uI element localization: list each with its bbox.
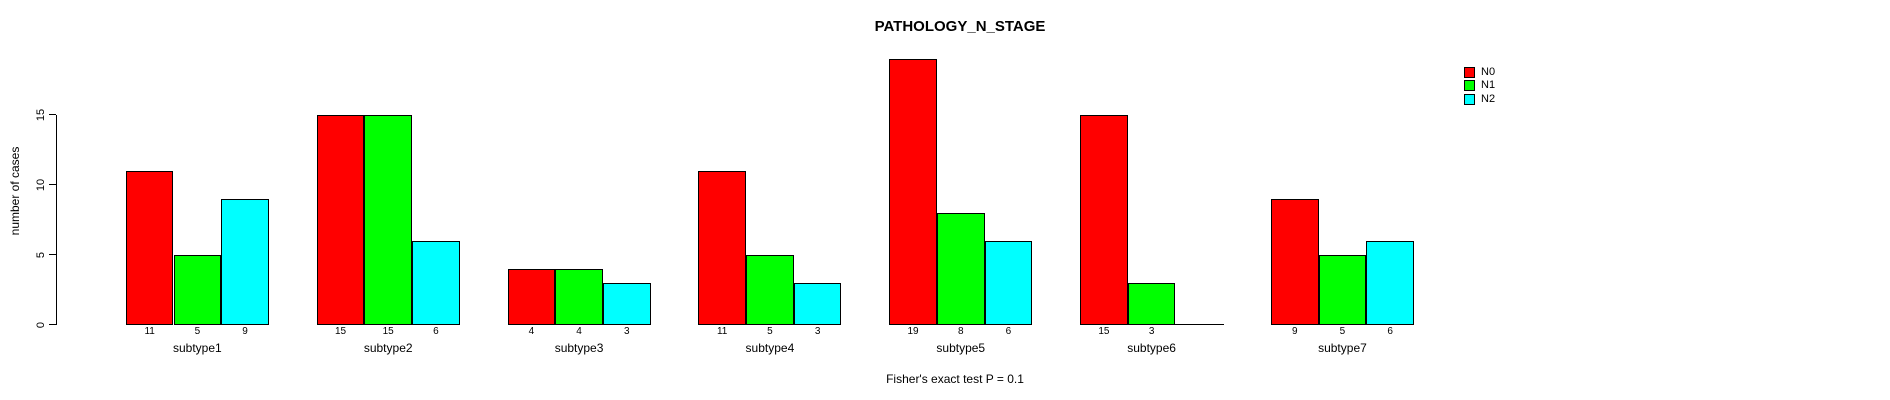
bar-value-label: 4 [576,326,582,337]
y-tick-label: 10 [35,178,47,191]
legend-swatch-N1 [1464,80,1475,92]
bar-subtype4-N2 [793,282,842,325]
bar-value-label: 5 [1339,326,1346,337]
bar-subtype7-N2 [1366,240,1414,325]
legend-swatch-N2 [1464,93,1475,105]
bar-value-label: 15 [1098,326,1110,337]
bar-value-label: 8 [957,326,964,337]
bar-subtype2-N0 [316,114,365,325]
bar-value-label: 15 [334,326,347,337]
bar-value-label: 4 [528,326,535,337]
category-label: subtype1 [172,341,222,355]
bar-subtype7-N1 [1318,254,1367,325]
bar-subtype4-N0 [698,170,747,325]
y-axis [56,114,57,325]
bar-value-label: 6 [433,326,439,337]
category-label: subtype3 [554,341,604,355]
y-tick-label: 0 [35,321,47,328]
bar-value-label: 11 [144,326,155,337]
category-label: subtype5 [936,341,986,355]
legend-swatch-N0 [1464,67,1475,78]
bar-value-label: 9 [242,326,248,337]
bar-subtype6-N0 [1080,114,1128,325]
y-tick [49,184,56,185]
bar-subtype7-N0 [1270,198,1319,325]
legend-label-N0: N0 [1481,66,1496,78]
bar-subtype3-N1 [555,268,603,325]
y-tick [49,114,56,115]
bar-value-label: 11 [716,326,728,337]
bar-subtype6-N2-zero [1175,323,1225,325]
bar-subtype5-N0 [889,58,937,325]
bar-value-label: 3 [814,326,821,337]
bar-subtype2-N2 [412,240,460,325]
fisher-test-caption: Fisher's exact test P = 0.1 [886,372,1024,386]
bar-value-label: 15 [382,326,394,337]
y-tick [49,254,56,255]
bar-value-label: 6 [1005,326,1012,337]
bar-subtype1-N2 [221,198,269,325]
bar-subtype2-N1 [364,114,413,325]
bar-value-label: 5 [194,326,201,337]
category-label: subtype7 [1318,341,1367,355]
bar-subtype3-N2 [602,282,651,325]
bar-value-label: 6 [1387,326,1393,337]
bar-subtype4-N1 [746,254,794,325]
y-tick-label: 15 [35,108,47,121]
y-tick [49,324,56,325]
bar-subtype5-N1 [936,212,985,325]
bar-value-label: 9 [1291,326,1298,337]
bar-subtype1-N0 [125,170,174,325]
bar-subtype3-N0 [507,268,556,325]
legend-label-N1: N1 [1481,79,1496,92]
bar-value-label: 19 [907,326,919,337]
chart-title: PATHOLOGY_N_STAGE [874,18,1046,35]
bar-subtype1-N1 [173,254,222,325]
category-label: subtype2 [363,341,413,355]
bar-value-label: 3 [623,326,630,337]
legend-label-N2: N2 [1481,92,1496,105]
bar-value-label: 3 [1148,326,1155,337]
bar-subtype5-N2 [984,240,1033,325]
category-label: subtype4 [745,341,795,355]
bar-subtype6-N1 [1127,282,1176,325]
bar-value-label: 5 [767,326,773,337]
category-label: subtype6 [1127,341,1176,355]
y-tick-label: 5 [35,251,47,258]
